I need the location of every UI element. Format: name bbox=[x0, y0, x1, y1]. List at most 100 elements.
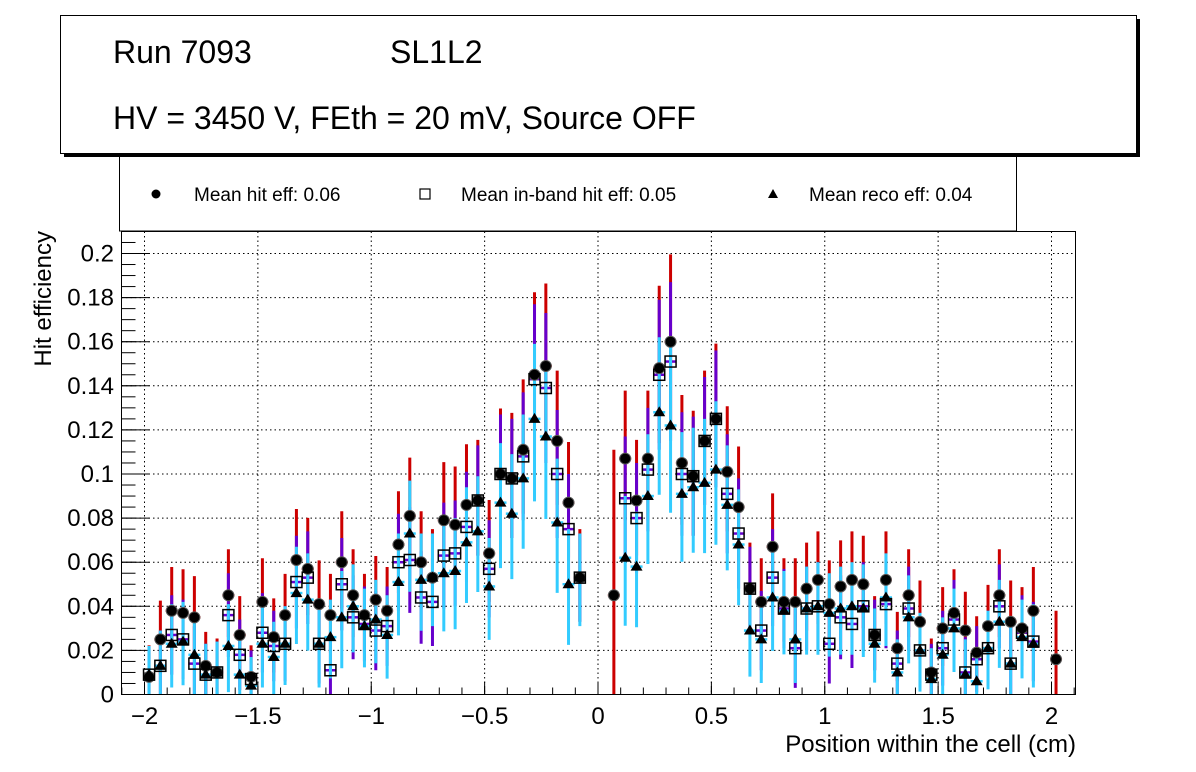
hit-point bbox=[709, 412, 722, 425]
inband-point bbox=[630, 511, 643, 525]
x-axis-label: Position within the cell (cm) bbox=[785, 731, 1076, 758]
grid bbox=[121, 231, 1076, 695]
hit-point bbox=[902, 589, 915, 602]
hit-point bbox=[290, 553, 303, 566]
hit-point bbox=[743, 582, 756, 595]
y-tick-label: 0 bbox=[101, 682, 114, 709]
hit-point bbox=[653, 362, 666, 375]
y-tick-label: 0.08 bbox=[67, 505, 114, 532]
inband-point bbox=[970, 652, 983, 666]
reco-point bbox=[857, 602, 870, 613]
reco-point bbox=[256, 637, 269, 648]
reco-point bbox=[811, 600, 824, 611]
reco-point bbox=[222, 639, 235, 650]
reco-point bbox=[358, 620, 371, 631]
inband-point bbox=[233, 648, 246, 662]
legend-label-inband: Mean in-band hit eff: 0.05 bbox=[461, 185, 676, 206]
inband-point bbox=[562, 522, 575, 536]
hit-point bbox=[857, 578, 870, 591]
hit-point bbox=[800, 582, 813, 595]
reco-point bbox=[403, 527, 416, 538]
reco-point bbox=[619, 551, 632, 562]
y-axis-label: Hit efficiency bbox=[30, 231, 57, 367]
reco-point bbox=[1004, 657, 1017, 668]
hit-point bbox=[460, 498, 473, 511]
hit-point bbox=[947, 606, 960, 619]
reco-point bbox=[245, 679, 258, 690]
inband-point bbox=[993, 600, 1006, 613]
inband-point bbox=[346, 611, 360, 624]
hit-point bbox=[891, 642, 904, 655]
reco-point bbox=[369, 613, 382, 624]
hit-point bbox=[1004, 615, 1017, 628]
run-label: Run 7093 bbox=[113, 34, 252, 70]
reco-point bbox=[177, 635, 190, 646]
reco-point bbox=[313, 637, 326, 648]
inband-point bbox=[448, 547, 462, 560]
y-tick-label: 0.02 bbox=[67, 637, 114, 664]
inband-point bbox=[516, 450, 530, 463]
reco-point bbox=[279, 637, 292, 648]
reco-point bbox=[800, 602, 813, 613]
reco-point bbox=[324, 631, 337, 642]
inband-point bbox=[664, 355, 677, 368]
reco-point bbox=[449, 565, 462, 576]
reco-point bbox=[902, 611, 915, 622]
reco-point bbox=[426, 571, 439, 582]
data-points bbox=[142, 254, 1063, 695]
title-box: Run 7093 SL1L2 HV = 3450 V, FEth = 20 mV… bbox=[60, 15, 1140, 157]
hit-point bbox=[970, 646, 983, 659]
reco-point bbox=[165, 637, 178, 648]
reco-point bbox=[154, 659, 167, 670]
hit-point bbox=[619, 452, 632, 465]
hit-point bbox=[165, 604, 178, 617]
reco-point bbox=[211, 666, 224, 677]
hit-point bbox=[279, 609, 292, 622]
x-tick-label: 0.5 bbox=[695, 703, 728, 730]
hit-point bbox=[1027, 604, 1040, 617]
inband-point bbox=[539, 381, 553, 395]
hit-point bbox=[1050, 653, 1063, 666]
reco-point bbox=[1016, 631, 1029, 642]
reco-point bbox=[936, 648, 949, 659]
reco-point bbox=[970, 675, 983, 686]
reco-point bbox=[766, 591, 779, 602]
reco-point bbox=[709, 463, 722, 474]
inband-point bbox=[698, 434, 711, 448]
y-tick-label: 0.06 bbox=[67, 549, 114, 576]
reco-point bbox=[562, 578, 575, 589]
x-tick-label: −1.5 bbox=[234, 703, 281, 730]
reco-point bbox=[868, 637, 881, 648]
reco-point bbox=[959, 668, 972, 679]
reco-point bbox=[267, 651, 280, 662]
hit-point bbox=[233, 628, 246, 641]
hit-point bbox=[789, 595, 802, 608]
hit-point bbox=[982, 620, 995, 633]
hit-point bbox=[811, 573, 824, 586]
hit-point bbox=[539, 359, 552, 372]
x-tick-label: 2 bbox=[1045, 703, 1058, 730]
reco-point bbox=[347, 600, 360, 611]
hit-point bbox=[154, 633, 167, 646]
reco-point bbox=[687, 481, 700, 492]
reco-point bbox=[823, 606, 836, 617]
hit-point bbox=[381, 604, 394, 617]
reco-point bbox=[415, 573, 428, 584]
hit-point bbox=[766, 540, 779, 553]
x-tick-label: 0 bbox=[591, 703, 604, 730]
legend-label-reco: Mean reco eff: 0.04 bbox=[809, 185, 973, 206]
reco-point bbox=[743, 624, 756, 635]
inband-point bbox=[482, 562, 496, 576]
reco-point bbox=[517, 472, 530, 483]
hit-point bbox=[471, 494, 484, 507]
hit-point bbox=[675, 456, 688, 469]
hit-point bbox=[403, 509, 416, 522]
hit-point bbox=[369, 593, 382, 606]
hit-point bbox=[449, 518, 462, 531]
reco-point bbox=[528, 412, 541, 423]
reco-point bbox=[777, 604, 790, 615]
hit-point bbox=[834, 580, 847, 593]
reco-point bbox=[471, 525, 484, 536]
inband-point bbox=[652, 368, 666, 382]
hit-point bbox=[993, 589, 1006, 602]
